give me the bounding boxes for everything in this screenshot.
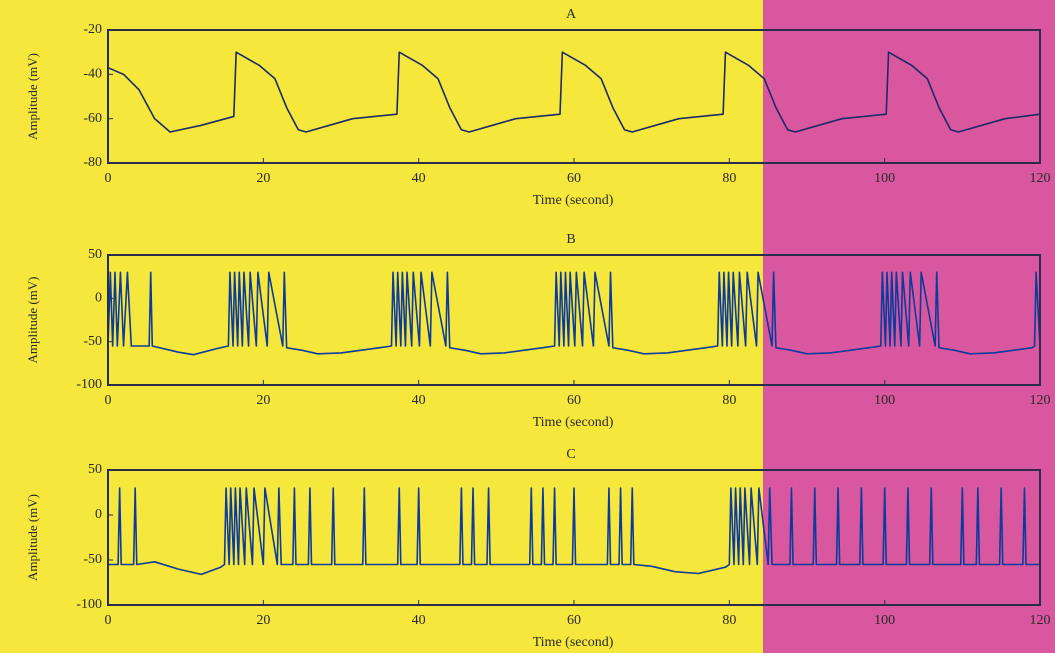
y-tick-label: 0 (95, 507, 102, 522)
x-tick-label: 40 (412, 613, 426, 628)
y-axis-label: Amplitude (mV) (25, 494, 40, 581)
plot-frame (107, 469, 1041, 606)
x-axis-label: Time (second) (533, 415, 614, 430)
x-tick-label: 120 (1030, 393, 1051, 408)
chart-title: B (566, 232, 575, 247)
y-axis-label: Amplitude (mV) (25, 53, 40, 140)
y-tick-label: -50 (83, 552, 102, 567)
x-tick-label: 0 (105, 613, 112, 628)
plot-frame (107, 29, 1041, 164)
x-tick-label: 80 (722, 393, 736, 408)
y-tick-label: 0 (95, 291, 102, 306)
charts: A Time (second) Amplitude (mV) -80 -60 -40 -20… (25, 7, 1051, 650)
y-axis-label: Amplitude (mV) (25, 276, 40, 363)
x-axis-label: Time (second) (533, 635, 614, 650)
x-axis-label: Time (second) (533, 193, 614, 208)
x-tick-label: 60 (567, 613, 581, 628)
x-tick-label: 100 (874, 393, 895, 408)
x-tick-label: 80 (722, 171, 736, 186)
y-tick-label: -40 (83, 67, 102, 82)
x-tick-label: 120 (1030, 171, 1051, 186)
x-tick-label: 120 (1030, 613, 1051, 628)
x-tick-label: 60 (567, 171, 581, 186)
trace (107, 51, 1041, 133)
x-tick-label: 20 (256, 393, 270, 408)
x-tick-label: 20 (256, 171, 270, 186)
x-tick-label: 20 (256, 613, 270, 628)
x-tick-label: 40 (412, 171, 426, 186)
plot-frame (107, 254, 1041, 386)
trace (108, 487, 1040, 576)
x-tick-label: 0 (105, 171, 112, 186)
x-tick-label: 0 (105, 393, 112, 408)
chart-title: C (566, 447, 575, 462)
x-tick-label: 80 (722, 613, 736, 628)
y-tick-label: -100 (76, 597, 102, 612)
y-tick-label: 50 (88, 247, 102, 262)
x-tick-label: 60 (567, 393, 581, 408)
y-tick-label: -20 (83, 22, 102, 37)
y-tick-label: -80 (83, 155, 102, 170)
x-tick-label: 100 (874, 613, 895, 628)
y-tick-label: -50 (83, 334, 102, 349)
trace (107, 271, 1041, 356)
x-tick-label: 40 (412, 393, 426, 408)
y-tick-label: 50 (88, 462, 102, 477)
y-tick-label: -60 (83, 111, 102, 126)
x-tick-label: 100 (874, 171, 895, 186)
y-tick-label: -100 (76, 377, 102, 392)
chart-title: A (566, 7, 577, 22)
